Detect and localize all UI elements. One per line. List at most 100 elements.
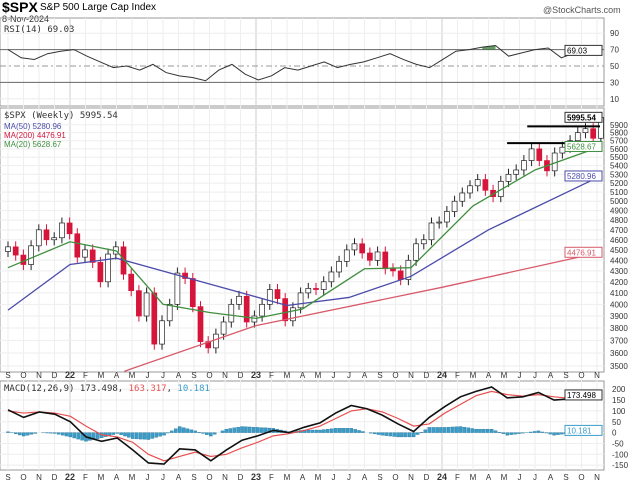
candle-body [482, 179, 489, 191]
candle-body [5, 246, 11, 252]
macd-histogram-bar [540, 431, 545, 433]
macd-histogram-bar [458, 426, 463, 433]
x-axis-label: M [315, 371, 322, 380]
macd-line [7, 386, 601, 465]
candle-body [189, 278, 196, 307]
candle-body [66, 222, 73, 235]
macd-histogram-bar [189, 429, 194, 433]
rsi-tick-label: 50 [610, 62, 619, 71]
macd-histogram-bar [6, 431, 10, 433]
candle-body [467, 185, 473, 194]
x-axis-label: A [176, 371, 182, 380]
x-axis-label: F [269, 371, 274, 380]
candle-body [220, 321, 227, 335]
candle-body [359, 243, 366, 254]
macd-histogram-bar [509, 432, 513, 435]
x-axis-label: A [362, 473, 368, 482]
chart-date: 8-Nov-2024 [2, 14, 50, 24]
macd-histogram-bar [470, 428, 474, 433]
price-legend: $SPX (Weekly) 5995.54 [4, 111, 118, 121]
price-tick-label: 4000 [610, 300, 628, 309]
ma20-value-box [564, 141, 603, 153]
x-axis-label: O [578, 371, 584, 380]
x-axis-label: 22 [65, 472, 75, 482]
x-axis-label: O [20, 371, 26, 380]
candle-body [559, 146, 566, 154]
candle-body [12, 246, 19, 256]
price-tick-label: 5300 [610, 170, 628, 179]
macd-histogram-bar [185, 428, 190, 433]
x-axis-label: O [392, 371, 398, 380]
macd-histogram-bar [123, 432, 127, 437]
x-axis-label: J [332, 473, 336, 482]
x-axis-label: M [129, 473, 136, 482]
candle-body [436, 221, 443, 224]
x-axis-label: J [347, 371, 351, 380]
macd-histogram-bar [329, 428, 334, 433]
price-tick-label: 3900 [610, 312, 628, 321]
macd-histogram-bar [177, 426, 182, 433]
candle-body [151, 292, 158, 345]
macd-histogram-bar [493, 430, 498, 433]
macd-value-label: 173.498 [567, 391, 596, 400]
x-axis-label: M [501, 371, 508, 380]
price-tick-label: 5100 [610, 188, 628, 197]
candle-body [374, 251, 381, 261]
x-axis-label: N [594, 371, 600, 380]
candle-body [320, 281, 327, 290]
candle-body [390, 268, 396, 272]
x-axis-label: S [563, 473, 568, 482]
candle-body [89, 249, 96, 263]
macd-histogram-bar [505, 432, 510, 436]
macd-histogram-bar [380, 432, 385, 436]
price-tick-label: 5900 [610, 121, 628, 130]
macd-histogram-bar [489, 428, 494, 433]
x-axis-label: F [83, 473, 88, 482]
rsi-tick-label: 70 [610, 46, 619, 55]
x-axis-label: M [284, 473, 291, 482]
macd-tick-label: 0 [612, 429, 617, 438]
candle-body [28, 245, 34, 265]
x-axis-label: N [408, 371, 414, 380]
macd-histogram-bar [29, 432, 34, 435]
candle-body [128, 273, 135, 292]
stockcharts-credit: @StockCharts.com [543, 5, 621, 15]
macd-value-box [564, 389, 603, 401]
macd-histogram-bar [548, 432, 552, 435]
x-axis-label: N [36, 371, 42, 380]
x-axis-label: J [146, 473, 150, 482]
candle-body [243, 295, 250, 323]
macd-histogram-bar [447, 427, 451, 433]
macd-histogram-bar [263, 427, 268, 433]
x-axis-label: J [347, 473, 351, 482]
macd-tick-label: -100 [612, 450, 629, 459]
candle-body [305, 288, 312, 294]
price-tick-label: 4800 [610, 216, 628, 225]
macd-histogram-bar [400, 432, 404, 438]
price-tick-label: 5500 [610, 153, 628, 162]
x-axis-label: F [455, 473, 460, 482]
candle-body [336, 260, 342, 273]
x-axis-label: F [455, 371, 460, 380]
candle-body [166, 303, 173, 322]
macd-legend: MACD(12,26,9) 173.498, 163.317, 10.181 [4, 384, 210, 394]
macd-histogram-bar [224, 428, 229, 433]
macd-legend-signal: 163.317 [128, 384, 167, 394]
candle-body [143, 292, 150, 317]
x-axis-label: 24 [437, 472, 447, 482]
macd-histogram-bar [333, 428, 338, 433]
macd-histogram-bar [142, 432, 147, 440]
x-axis-label: D [238, 371, 244, 380]
macd-histogram-bar [517, 432, 521, 434]
candle-body [474, 179, 481, 187]
candle-body [259, 303, 265, 317]
macd-tick-label: 100 [612, 407, 626, 416]
macd-histogram-bar [435, 427, 439, 433]
macd-histogram-bar [72, 432, 77, 439]
x-axis-label: 24 [437, 370, 447, 380]
macd-histogram-bar [318, 429, 322, 433]
macd-histogram-bar [76, 432, 80, 440]
x-axis-label: J [518, 473, 522, 482]
macd-histogram-bar [64, 432, 69, 437]
macd-histogram-bar [111, 432, 116, 435]
